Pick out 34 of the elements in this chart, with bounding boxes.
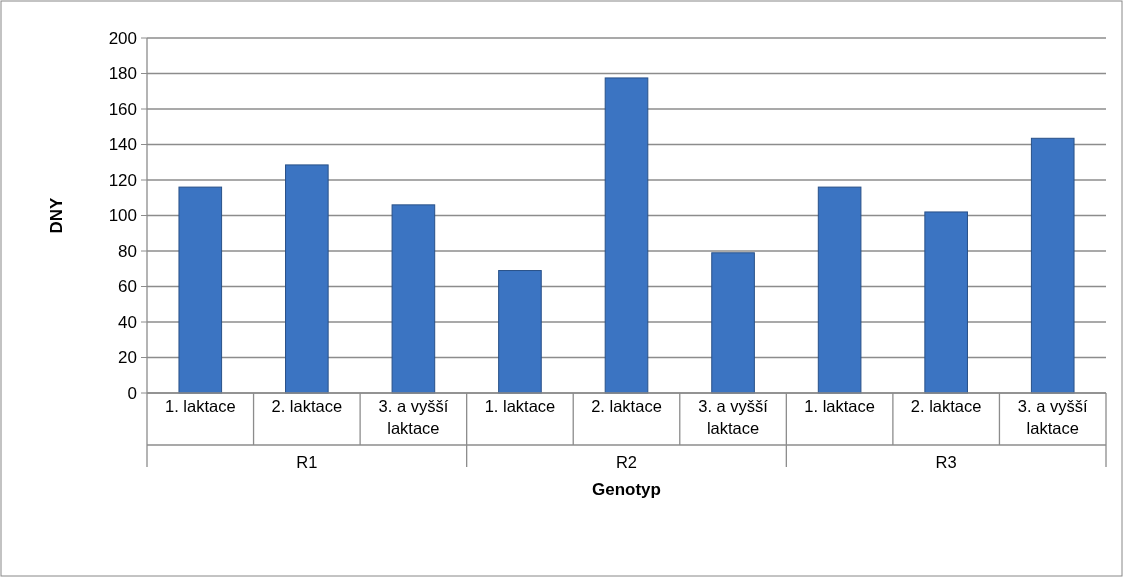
- y-tick-label: 160: [108, 99, 137, 119]
- bar: [391, 204, 436, 394]
- bar: [285, 164, 329, 394]
- y-tick-label: 120: [108, 170, 137, 190]
- x-tick-label: 2. laktace: [271, 397, 343, 415]
- y-axis-title: DNY: [47, 196, 66, 234]
- y-tick-label: 200: [108, 28, 137, 48]
- x-tick-label: 3. a vyšší laktace: [698, 397, 769, 437]
- y-tick-label: 20: [118, 348, 137, 368]
- x-tick-label: 3. a vyšší laktace: [378, 397, 449, 437]
- bar: [1030, 137, 1075, 394]
- bar: [178, 186, 223, 394]
- y-tick-label: 80: [118, 241, 137, 261]
- y-tick-label: 100: [108, 206, 137, 226]
- x-tick-label: 2. laktace: [910, 397, 982, 415]
- bar: [604, 77, 649, 394]
- y-tick-label: 180: [108, 64, 137, 84]
- x-tick-label: 1. laktace: [164, 397, 236, 415]
- bar: [924, 211, 968, 394]
- text: R2: [615, 452, 638, 471]
- x-tick-label: 3. a vyšší laktace: [1017, 397, 1088, 437]
- text: R3: [935, 452, 957, 471]
- bar: [711, 252, 755, 394]
- y-tick-label: 140: [108, 135, 137, 155]
- bar: [498, 270, 542, 394]
- x-tick-label: 1. laktace: [804, 397, 875, 415]
- y-tick-label: 60: [118, 277, 137, 297]
- x-axis-title: Genotyp: [592, 480, 661, 499]
- y-tick-label: 0: [127, 383, 137, 403]
- text: R1: [296, 452, 318, 471]
- bar: [817, 186, 862, 394]
- x-tick-label: 2. laktace: [591, 397, 662, 415]
- y-tick-label: 40: [118, 312, 137, 332]
- x-tick-label: 1. laktace: [484, 397, 556, 415]
